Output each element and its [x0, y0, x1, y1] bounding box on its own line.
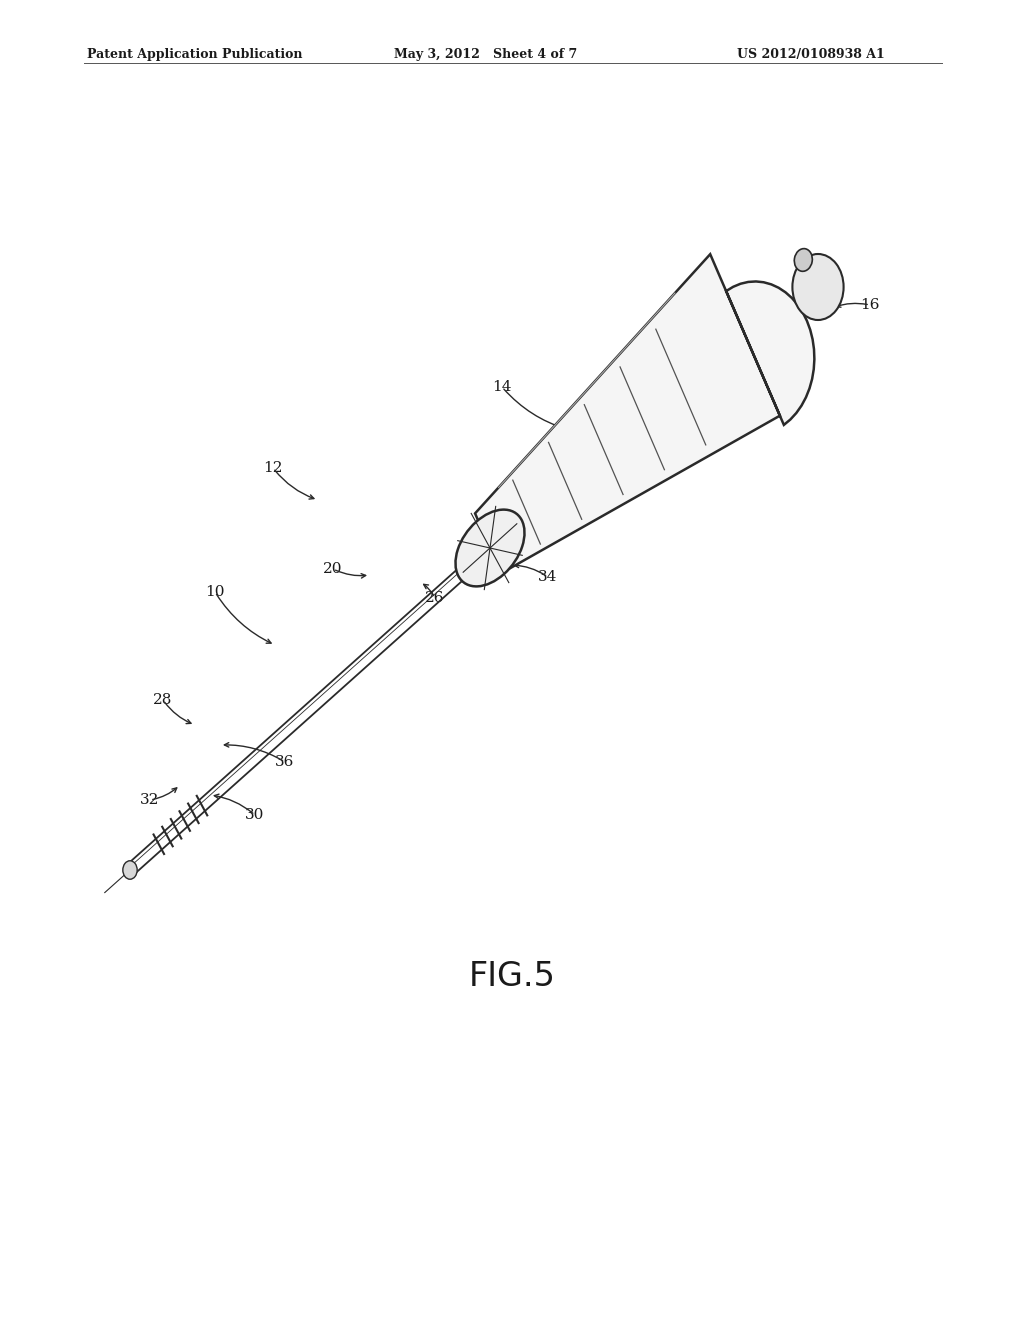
Text: 10: 10: [205, 585, 224, 599]
Ellipse shape: [795, 248, 812, 272]
Ellipse shape: [456, 510, 524, 586]
Text: 14: 14: [493, 380, 512, 393]
Text: 20: 20: [324, 562, 343, 576]
Text: 34: 34: [539, 570, 558, 583]
Text: 36: 36: [275, 755, 295, 770]
Text: 30: 30: [246, 808, 264, 822]
Text: 28: 28: [154, 693, 173, 708]
Polygon shape: [475, 255, 814, 573]
Text: FIG.5: FIG.5: [469, 961, 555, 993]
Text: Patent Application Publication: Patent Application Publication: [87, 48, 302, 61]
Text: May 3, 2012   Sheet 4 of 7: May 3, 2012 Sheet 4 of 7: [394, 48, 578, 61]
Circle shape: [123, 861, 137, 879]
Text: 26: 26: [425, 591, 444, 605]
Text: 16: 16: [860, 298, 880, 312]
Text: 12: 12: [263, 461, 283, 475]
Text: 32: 32: [140, 793, 160, 807]
Text: US 2012/0108938 A1: US 2012/0108938 A1: [737, 48, 885, 61]
Circle shape: [793, 253, 844, 319]
